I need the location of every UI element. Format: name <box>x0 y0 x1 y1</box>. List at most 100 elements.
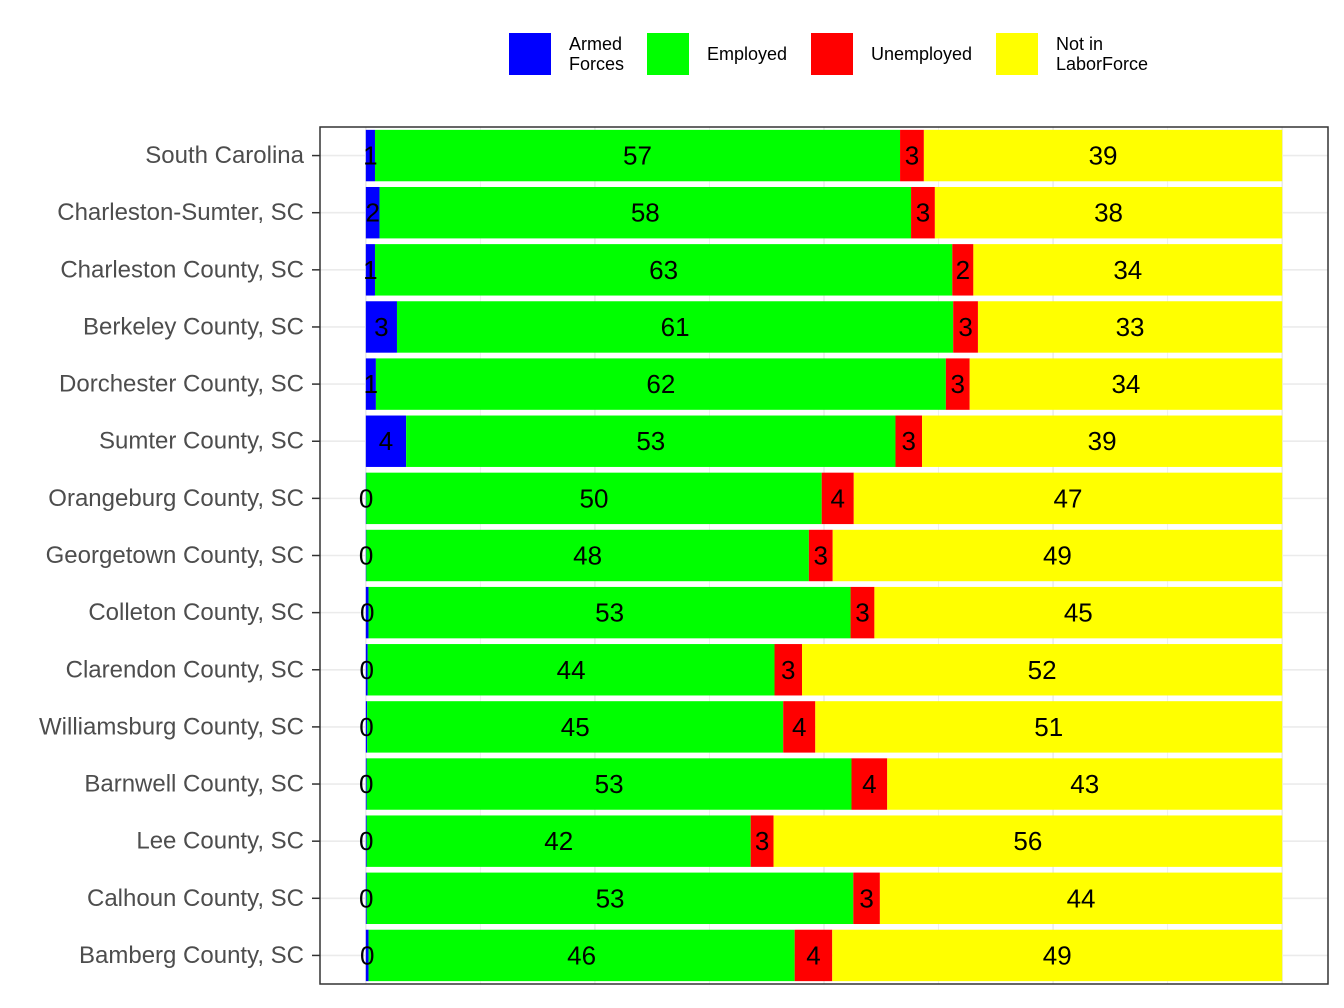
bar-segment-not-in-laborforce-bamberg-county-sc <box>832 929 1283 982</box>
y-axis: South Carolina Charleston-Sumter, SC Charl… <box>39 142 320 969</box>
data-label-armed-forces: 0 <box>359 769 373 799</box>
data-label-employed: 48 <box>573 541 602 571</box>
bar-segment-armed-forces-berkeley-county-sc <box>365 301 397 353</box>
bar-segment-not-in-laborforce-sumter-county-sc <box>922 415 1283 467</box>
data-label-unemployed: 4 <box>806 940 820 970</box>
bar-segment-unemployed-charleston-sumter-sc <box>911 186 935 239</box>
data-label-not-in-laborforce: 34 <box>1111 369 1140 399</box>
data-label-armed-forces: 0 <box>360 598 374 628</box>
bar-segment-not-in-laborforce-clarendon-county-sc <box>802 644 1283 696</box>
bar-segment-armed-forces-calhoun-county-sc <box>365 872 367 925</box>
data-label-armed-forces: 3 <box>374 312 388 342</box>
bar-segment-armed-forces-sumter-county-sc <box>365 415 407 467</box>
bar-segment-employed-charleston-sumter-sc <box>379 186 912 239</box>
bar-segment-not-in-laborforce-charleston-county-sc <box>973 244 1283 296</box>
bar-segment-armed-forces-colleton-county-sc <box>365 586 369 639</box>
data-label-unemployed: 3 <box>814 541 828 571</box>
data-label-employed: 53 <box>596 883 625 913</box>
bar-segment-employed-charleston-county-sc <box>374 244 953 296</box>
bar-segment-employed-georgetown-county-sc <box>366 529 809 582</box>
bar-segment-not-in-laborforce-colleton-county-sc <box>874 586 1283 639</box>
bar-segment-not-in-laborforce-georgetown-county-sc <box>832 529 1283 582</box>
data-label-not-in-laborforce: 38 <box>1094 198 1123 228</box>
bar-segment-armed-forces-barnwell-county-sc <box>365 758 367 810</box>
bar-segment-not-in-laborforce-barnwell-county-sc <box>887 758 1283 810</box>
category-label: Berkeley County, SC <box>83 313 304 340</box>
legend-key-not-in-laborforce <box>996 33 1038 75</box>
data-label-unemployed: 3 <box>951 369 965 399</box>
bar-segment-not-in-laborforce-south-carolina <box>923 129 1283 182</box>
data-label-unemployed: 3 <box>958 312 972 342</box>
legend-label-unemployed: Unemployed <box>871 44 972 64</box>
bar-segment-employed-calhoun-county-sc <box>366 872 854 925</box>
data-label-unemployed: 3 <box>781 655 795 685</box>
data-label-armed-forces: 1 <box>364 369 378 399</box>
data-label-not-in-laborforce: 45 <box>1064 598 1093 628</box>
data-label-not-in-laborforce: 49 <box>1043 541 1072 571</box>
bar-segment-armed-forces-lee-county-sc <box>365 815 367 867</box>
data-label-not-in-laborforce: 44 <box>1067 883 1096 913</box>
bar-segment-not-in-laborforce-charleston-sumter-sc <box>934 186 1283 239</box>
bar-segment-armed-forces-charleston-sumter-sc <box>365 186 380 239</box>
category-label: Williamsburg County, SC <box>39 713 304 740</box>
data-label-armed-forces: 0 <box>359 826 373 856</box>
data-label-employed: 58 <box>631 198 660 228</box>
data-label-employed: 53 <box>636 426 665 456</box>
category-label: Calhoun County, SC <box>87 885 304 912</box>
data-label-not-in-laborforce: 39 <box>1089 141 1118 171</box>
legend: Armed Forces Employed Unemployed Not in Labor… <box>509 33 1148 75</box>
bar-segment-not-in-laborforce-lee-county-sc <box>773 815 1283 867</box>
bar-segment-unemployed-colleton-county-sc <box>850 586 875 639</box>
bar-segment-employed-berkeley-county-sc <box>396 301 954 353</box>
legend-key-unemployed <box>811 33 853 75</box>
data-label-unemployed: 3 <box>905 141 919 171</box>
data-label-unemployed: 3 <box>916 198 930 228</box>
data-label-employed: 42 <box>544 826 573 856</box>
legend-label-not-in-laborforce: Not in LaborForce <box>1056 34 1148 74</box>
category-label: Charleston-Sumter, SC <box>57 199 304 226</box>
bar-segment-not-in-laborforce-berkeley-county-sc <box>977 301 1283 353</box>
data-label-unemployed: 4 <box>862 769 876 799</box>
data-label-employed: 45 <box>561 712 590 742</box>
data-label-employed: 63 <box>649 255 678 285</box>
data-label-armed-forces: 0 <box>359 483 373 513</box>
data-label-employed: 50 <box>580 483 609 513</box>
data-label-armed-forces: 0 <box>359 883 373 913</box>
category-label: Charleston County, SC <box>60 256 304 283</box>
bar-segment-not-in-laborforce-dorchester-county-sc <box>969 358 1283 410</box>
bar-segment-employed-williamsburg-county-sc <box>367 701 784 753</box>
category-label: Sumter County, SC <box>99 428 304 455</box>
bar-segment-unemployed-georgetown-county-sc <box>808 529 833 582</box>
bar-segment-armed-forces-georgetown-county-sc <box>365 529 367 582</box>
data-label-not-in-laborforce: 49 <box>1043 940 1072 970</box>
data-label-employed: 57 <box>623 141 652 171</box>
legend-key-armed-forces <box>509 33 551 75</box>
data-label-employed: 61 <box>661 312 690 342</box>
data-label-unemployed: 2 <box>956 255 970 285</box>
data-label-not-in-laborforce: 56 <box>1013 826 1042 856</box>
data-label-employed: 46 <box>567 940 596 970</box>
bar-segment-unemployed-berkeley-county-sc <box>953 301 978 353</box>
category-label: Dorchester County, SC <box>59 371 304 398</box>
bar-segment-unemployed-clarendon-county-sc <box>774 644 803 696</box>
segment-labels: 1 57 3 392 58 3 381 63 2 343 61 3 331 62 3 344 53 3 390 50 4… <box>359 141 1145 971</box>
bar-segment-employed-dorchester-county-sc <box>375 358 946 410</box>
data-label-armed-forces: 1 <box>363 255 377 285</box>
data-label-armed-forces: 1 <box>363 141 377 171</box>
bar-segment-unemployed-lee-county-sc <box>750 815 774 867</box>
bar-segment-unemployed-barnwell-county-sc <box>851 758 888 810</box>
bar-segment-armed-forces-south-carolina <box>365 129 375 182</box>
bar-segment-unemployed-calhoun-county-sc <box>853 872 880 925</box>
data-label-not-in-laborforce: 33 <box>1116 312 1145 342</box>
bar-segment-unemployed-orangeburg-county-sc <box>821 472 854 525</box>
category-label: Bamberg County, SC <box>79 942 304 969</box>
category-label: Clarendon County, SC <box>66 656 304 683</box>
bar-segment-employed-colleton-county-sc <box>368 586 851 639</box>
data-label-not-in-laborforce: 43 <box>1070 769 1099 799</box>
data-label-armed-forces: 0 <box>359 712 373 742</box>
bar-segment-employed-orangeburg-county-sc <box>366 472 822 525</box>
data-label-armed-forces: 0 <box>360 940 374 970</box>
bar-segment-armed-forces-bamberg-county-sc <box>365 929 369 982</box>
data-label-employed: 44 <box>557 655 586 685</box>
